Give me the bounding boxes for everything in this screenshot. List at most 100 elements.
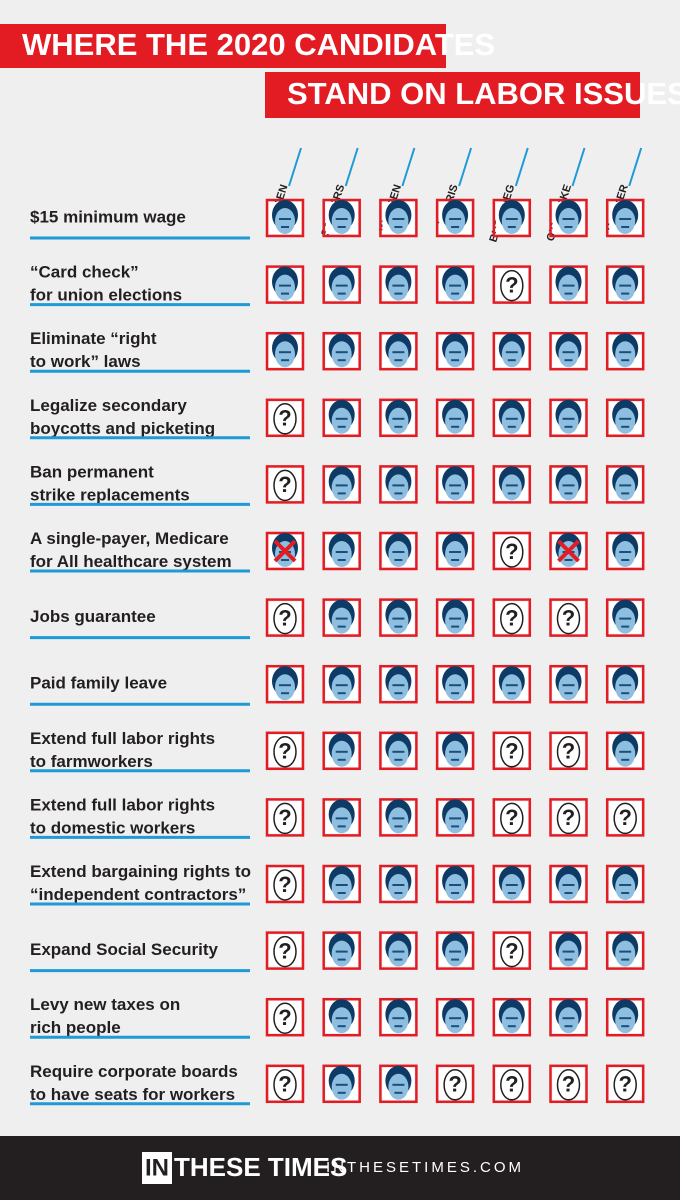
cell xyxy=(325,333,358,368)
eyes xyxy=(279,284,291,287)
eyes xyxy=(392,684,405,687)
cell-frame xyxy=(492,731,532,771)
unknown-mark: ? xyxy=(505,938,518,963)
eyes xyxy=(449,684,462,687)
cell: ? xyxy=(269,468,301,502)
cell xyxy=(382,932,415,967)
face xyxy=(445,940,466,967)
face xyxy=(615,740,636,767)
eyes xyxy=(335,484,348,487)
mouth xyxy=(337,625,346,628)
face xyxy=(331,1007,352,1034)
cell xyxy=(552,399,585,434)
face xyxy=(275,274,295,301)
face xyxy=(445,474,466,501)
face xyxy=(558,407,579,434)
mouth xyxy=(621,359,630,362)
eyes xyxy=(619,684,632,687)
mouth xyxy=(337,559,346,561)
cell xyxy=(609,866,642,900)
face xyxy=(388,1007,409,1034)
eyes xyxy=(449,484,462,487)
issue-label: Require corporate boards xyxy=(30,1062,238,1081)
mouth xyxy=(621,758,630,761)
cell xyxy=(382,599,415,634)
mouth xyxy=(564,492,573,495)
cell xyxy=(439,666,472,701)
cell: ? xyxy=(495,268,528,302)
cell xyxy=(609,200,642,234)
candidate-underline xyxy=(514,147,529,187)
head-outline xyxy=(273,1069,297,1101)
face xyxy=(331,208,352,234)
cell xyxy=(325,866,358,900)
face xyxy=(275,674,295,701)
cell xyxy=(609,599,642,634)
title: WHERE THE 2020 CANDIDATES xyxy=(22,27,495,62)
cell xyxy=(439,799,472,834)
cell xyxy=(325,266,358,301)
face xyxy=(445,541,466,567)
mouth xyxy=(451,958,460,961)
eyes xyxy=(562,884,575,886)
cell: ? xyxy=(495,734,528,768)
head-outline xyxy=(613,802,637,835)
eyes xyxy=(619,218,632,220)
mouth xyxy=(451,825,460,828)
eyes xyxy=(562,484,575,487)
mouth xyxy=(394,1091,403,1094)
issue-label: to work” laws xyxy=(30,352,141,371)
cell xyxy=(325,1065,358,1100)
head-outline xyxy=(273,802,297,835)
mouth xyxy=(507,692,516,695)
cell xyxy=(269,666,301,701)
issue-label: to have seats for workers xyxy=(30,1085,235,1104)
head-outline xyxy=(500,935,524,968)
face xyxy=(331,874,352,900)
face xyxy=(445,874,466,900)
cell xyxy=(609,666,642,701)
mouth xyxy=(507,492,516,495)
cell-frame xyxy=(265,997,305,1037)
face xyxy=(445,1007,466,1034)
eyes xyxy=(449,617,462,620)
unknown-mark: ? xyxy=(505,272,518,297)
eyes xyxy=(335,284,348,287)
mouth xyxy=(451,559,460,561)
candidate-underline xyxy=(288,147,302,187)
eyes xyxy=(619,351,632,354)
cell xyxy=(382,333,415,368)
eyes xyxy=(619,417,632,420)
eyes xyxy=(335,950,348,953)
issue-label: boycotts and picketing xyxy=(30,419,215,438)
eyes xyxy=(562,351,575,354)
cell-frame xyxy=(549,731,588,771)
mouth xyxy=(564,226,573,228)
face xyxy=(388,607,409,634)
eyes xyxy=(335,617,348,620)
head-outline xyxy=(443,1069,467,1101)
cell: ? xyxy=(439,1067,472,1101)
unknown-mark: ? xyxy=(278,1005,291,1030)
mouth xyxy=(394,425,403,428)
cell xyxy=(325,932,358,967)
eyes xyxy=(392,1083,405,1086)
face xyxy=(501,874,522,900)
cell xyxy=(382,266,415,301)
face xyxy=(558,341,579,368)
head-outline xyxy=(273,869,297,901)
cell-frame xyxy=(265,598,305,637)
cell xyxy=(382,200,415,234)
mouth xyxy=(394,359,403,362)
cell xyxy=(325,999,358,1034)
eyes xyxy=(449,950,462,953)
mouth xyxy=(451,1025,460,1028)
eyes xyxy=(449,884,462,886)
mouth xyxy=(564,892,573,894)
cell-frame xyxy=(492,265,532,304)
mouth xyxy=(394,625,403,628)
unknown-mark: ? xyxy=(505,739,518,764)
cell xyxy=(382,666,415,701)
cell xyxy=(382,466,415,501)
